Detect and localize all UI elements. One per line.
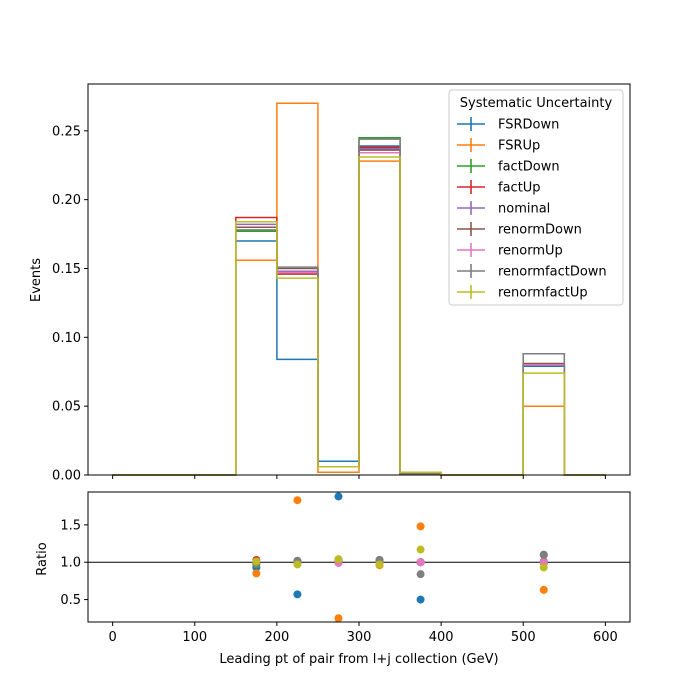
legend-entry-FSRUp: FSRUp bbox=[457, 138, 540, 154]
ratio-points bbox=[252, 492, 548, 623]
x-tick-label: 200 bbox=[264, 630, 289, 645]
legend-entry-nominal: nominal bbox=[457, 201, 550, 217]
histogram-steps bbox=[112, 102, 606, 476]
main-y-tick-label: 0.00 bbox=[52, 469, 81, 484]
ratio-point-renormfactUp bbox=[334, 555, 343, 564]
main-y-tick-label: 0.20 bbox=[52, 193, 81, 208]
ratio-y-tick-label: 1.5 bbox=[60, 518, 81, 533]
ratio-x-ticks: 0 100 200 300 400 500 600 bbox=[108, 622, 618, 645]
legend-box bbox=[448, 89, 624, 306]
main-y-tick-label: 0.15 bbox=[52, 262, 81, 277]
ratio-point-renormfactDown bbox=[539, 550, 548, 559]
ratio-point-FSRUp bbox=[416, 522, 425, 531]
legend: Systematic Uncertainty FSRDown FSRUp factD… bbox=[448, 89, 624, 306]
x-tick-label: 400 bbox=[429, 630, 454, 645]
main-x-ticks bbox=[112, 475, 606, 479]
ratio-point-FSRUp bbox=[539, 585, 548, 594]
main-y-ticks: 0.00 0.05 0.10 0.15 0.20 0.25 bbox=[52, 124, 88, 484]
x-tick-label: 300 bbox=[347, 630, 372, 645]
main-y-tick-label: 0.10 bbox=[52, 331, 81, 346]
x-axis-label: Leading pt of pair from l+j collection (… bbox=[219, 652, 498, 667]
ratio-y-axis-label: Ratio bbox=[35, 542, 50, 575]
legend-label: nominal bbox=[498, 202, 550, 217]
ratio-point-renormfactUp bbox=[375, 560, 384, 569]
legend-entry-renormfactDown: renormfactDown bbox=[457, 264, 607, 280]
legend-title: Systematic Uncertainty bbox=[460, 96, 613, 111]
ratio-point-FSRUp bbox=[252, 569, 261, 578]
ratio-y-tick-label: 0.5 bbox=[60, 593, 81, 608]
ratio-point-renormUp bbox=[416, 558, 425, 567]
ratio-point-FSRUp bbox=[293, 496, 302, 505]
ratio-plot-frame bbox=[87, 491, 631, 623]
ratio-point-renormfactDown bbox=[416, 570, 425, 579]
legend-items: FSRDown FSRUp factDown factUp nominal renormD… bbox=[457, 117, 607, 301]
legend-entry-FSRDown: FSRDown bbox=[457, 117, 559, 133]
ratio-y-ticks: 0.5 1.0 1.5 bbox=[60, 518, 88, 608]
legend-entry-factUp: factUp bbox=[457, 180, 541, 196]
legend-label: renormDown bbox=[498, 223, 582, 238]
legend-label: renormfactDown bbox=[498, 265, 607, 280]
x-tick-label: 500 bbox=[511, 630, 536, 645]
main-y-tick-label: 0.05 bbox=[52, 400, 81, 415]
ratio-point-renormfactUp bbox=[252, 557, 261, 566]
series-step-renormfactUp bbox=[112, 156, 606, 476]
legend-label: renormfactUp bbox=[498, 286, 588, 301]
ratio-point-renormfactUp bbox=[416, 545, 425, 554]
ratio-point-FSRDown bbox=[293, 590, 302, 599]
ratio-y-tick-label: 1.0 bbox=[60, 556, 81, 571]
legend-label: factUp bbox=[498, 181, 541, 196]
legend-label: factDown bbox=[498, 160, 560, 175]
legend-label: FSRDown bbox=[498, 118, 559, 133]
events-panel: 0.00 0.05 0.10 0.15 0.20 0.25 Events Systemat… bbox=[29, 83, 631, 484]
legend-entry-factDown: factDown bbox=[457, 159, 560, 175]
ratio-point-renormfactUp bbox=[539, 563, 548, 572]
main-plot-frame bbox=[87, 83, 631, 476]
ratio-point-FSRDown bbox=[334, 492, 343, 501]
ratio-point-FSRUp bbox=[334, 614, 343, 623]
legend-entry-renormUp: renormUp bbox=[457, 243, 563, 259]
legend-label: renormUp bbox=[498, 244, 563, 259]
main-y-tick-label: 0.25 bbox=[52, 124, 81, 139]
legend-label: FSRUp bbox=[498, 139, 540, 154]
x-tick-label: 0 bbox=[108, 630, 116, 645]
main-y-axis-label: Events bbox=[29, 258, 44, 302]
legend-entry-renormfactUp: renormfactUp bbox=[457, 285, 588, 301]
legend-entry-renormDown: renormDown bbox=[457, 222, 582, 238]
ratio-panel: 0 100 200 300 400 500 600 0.5 1.0 1.5 Ratio Lead… bbox=[35, 491, 631, 667]
x-tick-label: 600 bbox=[593, 630, 618, 645]
x-tick-label: 100 bbox=[182, 630, 207, 645]
ratio-point-renormfactUp bbox=[293, 560, 302, 569]
ratio-point-FSRDown bbox=[416, 595, 425, 604]
